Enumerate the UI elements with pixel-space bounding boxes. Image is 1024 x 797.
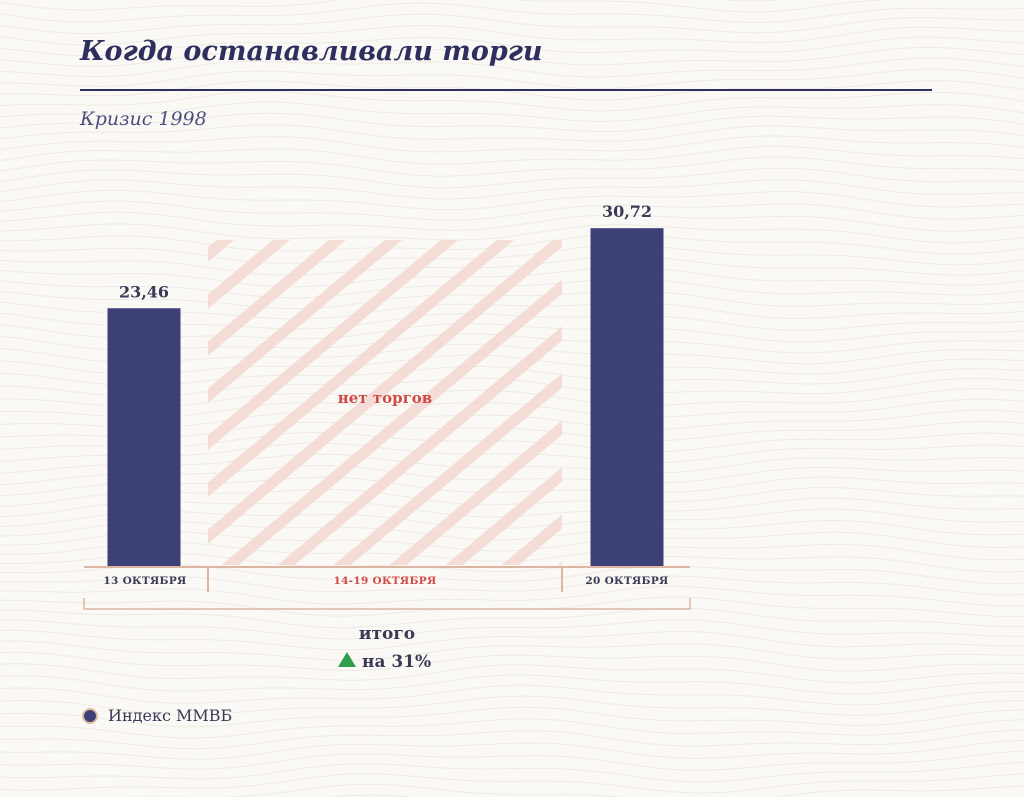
- no-trading-label: нет торгов: [338, 389, 432, 407]
- legend: Индекс ММВБ: [82, 706, 232, 725]
- no-trading-hatch-area: [208, 240, 562, 565]
- bar: [590, 228, 664, 568]
- summary-label: итого: [359, 624, 415, 644]
- legend-swatch: [82, 707, 98, 724]
- title-divider: [80, 89, 932, 91]
- bar-chart: нет торгов 23,46 30,72 13 ОКТЯБРЯ 14-19 О…: [83, 202, 691, 672]
- legend-label: Индекс ММВБ: [108, 706, 233, 725]
- summary-change: на 31%: [362, 652, 431, 672]
- x-tick-label: 14-19 ОКТЯБРЯ: [333, 575, 436, 587]
- x-tick-label: 13 ОКТЯБРЯ: [103, 575, 186, 587]
- up-triangle-icon: [338, 652, 356, 667]
- chart-title: Когда останавливали торги: [80, 36, 543, 67]
- chart-subtitle: Кризис 1998: [80, 108, 207, 130]
- x-tick-label: 20 ОКТЯБРЯ: [585, 575, 668, 587]
- bar: [107, 308, 181, 567]
- bar-value-label: 30,72: [602, 202, 652, 221]
- bar-value-label: 23,46: [119, 282, 169, 301]
- summary-bracket: [83, 598, 691, 610]
